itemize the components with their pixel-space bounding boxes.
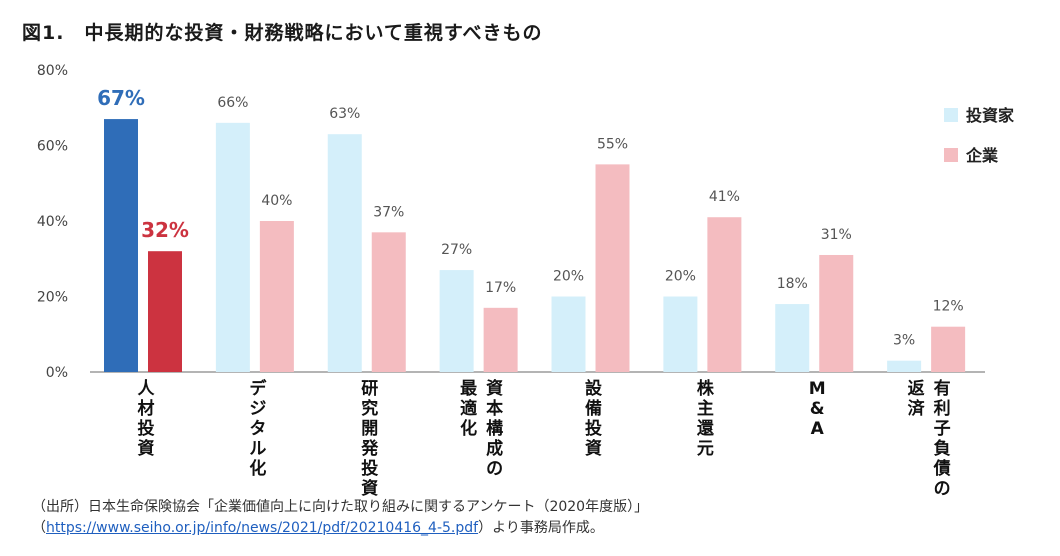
y-tick-label: 80% xyxy=(37,63,68,79)
legend-swatch-company xyxy=(944,148,958,162)
source-suffix: ）より事務局作成。 xyxy=(478,520,604,536)
bar-investor xyxy=(327,134,362,372)
category-label-char: 備 xyxy=(585,398,602,419)
data-label-investor: 66% xyxy=(217,95,248,111)
category-label-char: デ xyxy=(249,378,267,399)
category-label-char: 設 xyxy=(585,378,603,399)
data-label-company: 40% xyxy=(261,193,292,209)
y-tick-label: 0% xyxy=(46,365,68,381)
bar-investor xyxy=(887,360,922,372)
data-label-company: 31% xyxy=(821,227,852,243)
bar-investor xyxy=(104,119,138,372)
category-label-char: タ xyxy=(249,419,266,439)
category-label-char: 最 xyxy=(460,379,478,399)
y-tick-label: 40% xyxy=(37,214,68,230)
category-label-char: 返 xyxy=(908,379,925,399)
category-label-char: の xyxy=(934,479,951,499)
bar-investor xyxy=(663,296,698,372)
category-label-char: 資 xyxy=(585,439,602,459)
category-label-char: 投 xyxy=(137,418,154,439)
bar-company xyxy=(595,164,630,372)
category-label-char: M xyxy=(809,379,826,399)
category-label-char: 主 xyxy=(697,398,714,419)
data-label-company: 55% xyxy=(597,136,628,152)
category-label-char: 還 xyxy=(697,419,715,439)
category-label-char: ル xyxy=(249,439,266,459)
bar-company xyxy=(148,251,182,372)
category-label-char: 人 xyxy=(137,379,155,399)
bar-investor xyxy=(439,270,474,372)
category-label-char: 債 xyxy=(933,458,951,479)
bar-company xyxy=(483,307,518,372)
legend-label-investor: 投資家 xyxy=(966,106,1015,125)
bar-investor xyxy=(775,304,810,372)
bar-company xyxy=(259,221,294,372)
category-label-char: 成 xyxy=(486,438,503,459)
bar-company xyxy=(819,254,854,372)
data-label-company: 17% xyxy=(485,280,516,296)
data-label-investor: 67% xyxy=(97,86,145,110)
data-label-company: 41% xyxy=(709,189,740,205)
category-label-char: 構 xyxy=(486,418,503,439)
category-label-char: 資 xyxy=(486,379,503,399)
legend-label-company: 企業 xyxy=(965,146,999,165)
category-label-char: 材 xyxy=(137,398,154,419)
data-label-investor: 3% xyxy=(893,333,915,349)
category-label-char: 有 xyxy=(934,378,951,399)
data-label-investor: 20% xyxy=(553,269,584,285)
bar-company xyxy=(371,232,406,372)
bar-company xyxy=(931,326,966,372)
source-paren-open: （ xyxy=(32,520,46,536)
source-note: （出所）日本生命保険協会「企業価値向上に向けた取り組みに関するアンケート（202… xyxy=(32,499,649,515)
category-label-char: 利 xyxy=(934,398,951,419)
category-label-char: 発 xyxy=(360,438,379,459)
category-label-char: 株 xyxy=(697,378,715,399)
category-label-char: 化 xyxy=(249,458,266,479)
category-label-char: 子 xyxy=(934,419,951,439)
category-label-char: A xyxy=(811,419,825,439)
category-label-char: 元 xyxy=(697,439,714,459)
category-label-char: ジ xyxy=(249,399,266,419)
category-label-char: 本 xyxy=(486,398,503,419)
category-label-char: 資 xyxy=(137,439,154,459)
source-link-line: （https://www.seiho.or.jp/info/news/2021/… xyxy=(32,517,604,537)
category-label-char: 究 xyxy=(361,398,378,419)
y-tick-label: 20% xyxy=(37,290,68,306)
legend-swatch-investor xyxy=(944,108,958,122)
data-label-investor: 18% xyxy=(777,276,808,292)
data-label-company: 12% xyxy=(933,299,964,315)
bar-company xyxy=(707,217,742,372)
category-label-char: 研 xyxy=(361,379,378,399)
bar-investor xyxy=(551,296,586,372)
category-label-char: の xyxy=(486,459,503,479)
data-label-company: 32% xyxy=(141,218,189,242)
category-label-char: 化 xyxy=(460,418,477,439)
data-label-investor: 63% xyxy=(329,106,360,122)
category-label-char: 資 xyxy=(361,479,378,499)
data-label-investor: 27% xyxy=(441,242,472,258)
y-tick-label: 60% xyxy=(37,139,68,155)
figure-title: 図1. 中長期的な投資・財務戦略において重視すべきもの xyxy=(22,22,543,44)
category-label-char: 負 xyxy=(934,439,951,459)
category-label-char: 適 xyxy=(460,398,477,419)
source-url-link[interactable]: https://www.seiho.or.jp/info/news/2021/p… xyxy=(46,520,479,536)
category-label-char: 開 xyxy=(361,419,378,439)
bar-investor xyxy=(215,122,250,372)
data-label-company: 37% xyxy=(373,204,404,220)
category-label-char: 済 xyxy=(908,398,926,419)
category-label-char: 投 xyxy=(585,418,602,439)
category-label-char: & xyxy=(810,399,825,419)
category-label-char: 投 xyxy=(361,458,378,479)
data-label-investor: 20% xyxy=(665,269,696,285)
